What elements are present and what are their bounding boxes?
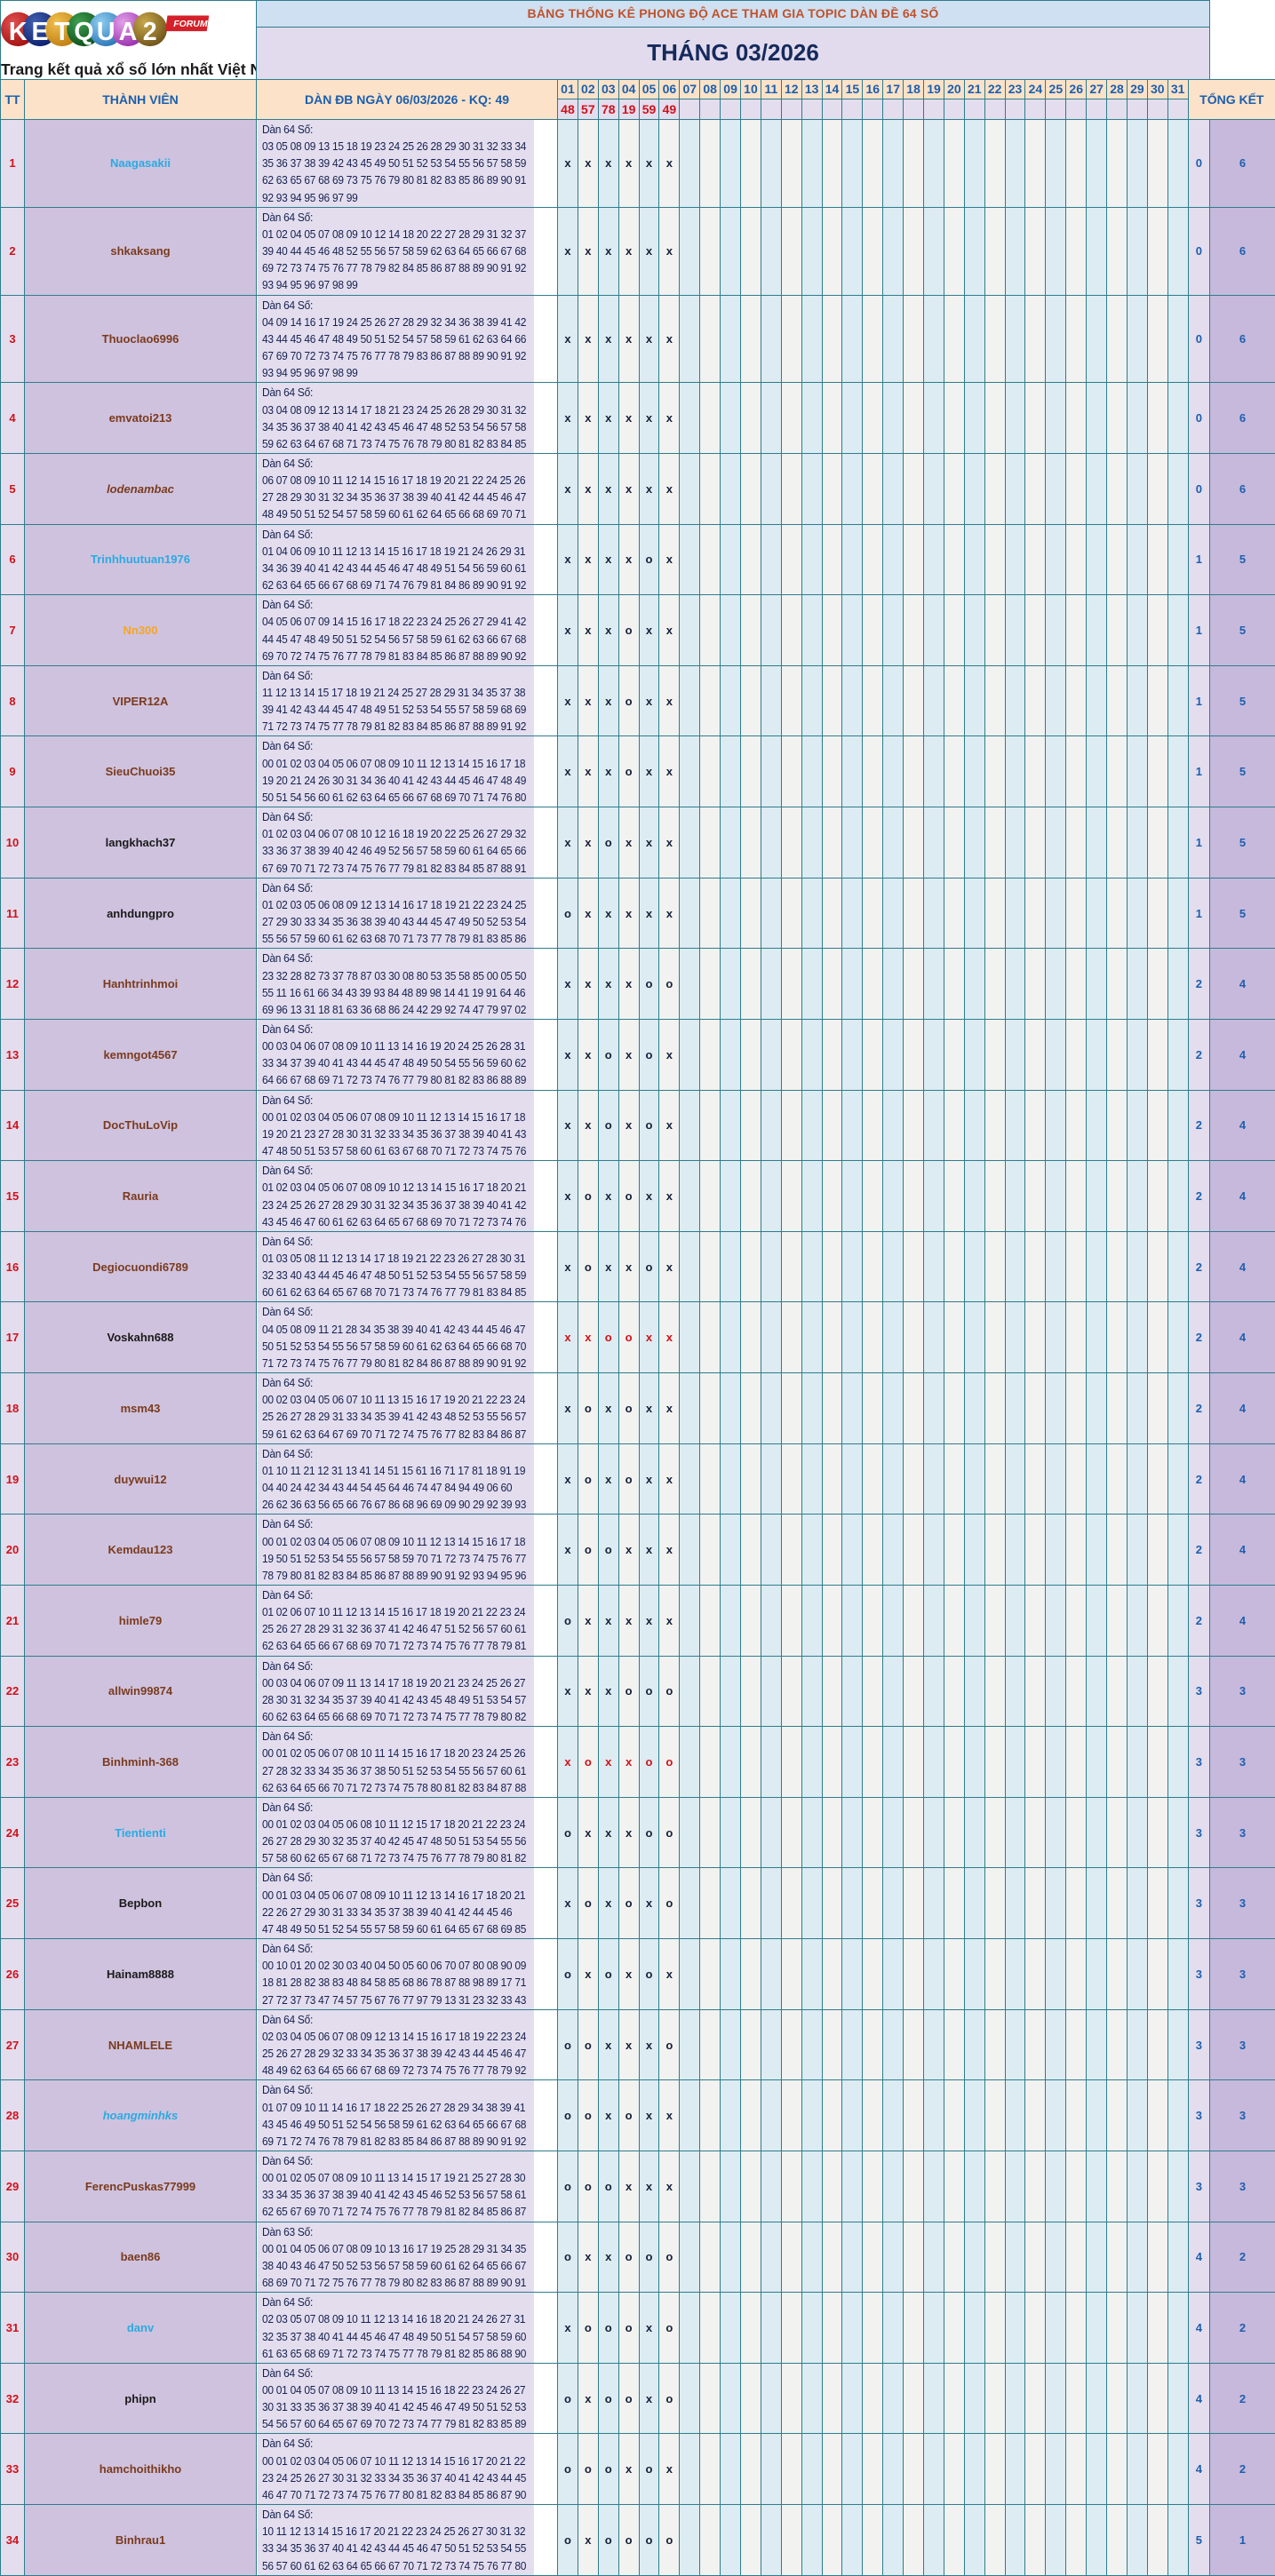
svg-text:T: T — [54, 18, 70, 46]
svg-text:A: A — [119, 18, 138, 46]
svg-text:Q: Q — [74, 18, 93, 46]
svg-text:2: 2 — [143, 18, 157, 46]
svg-text:U: U — [97, 18, 116, 46]
svg-text:FORUM: FORUM — [173, 20, 208, 29]
svg-text:K: K — [9, 18, 28, 46]
svg-text:E: E — [31, 18, 48, 46]
